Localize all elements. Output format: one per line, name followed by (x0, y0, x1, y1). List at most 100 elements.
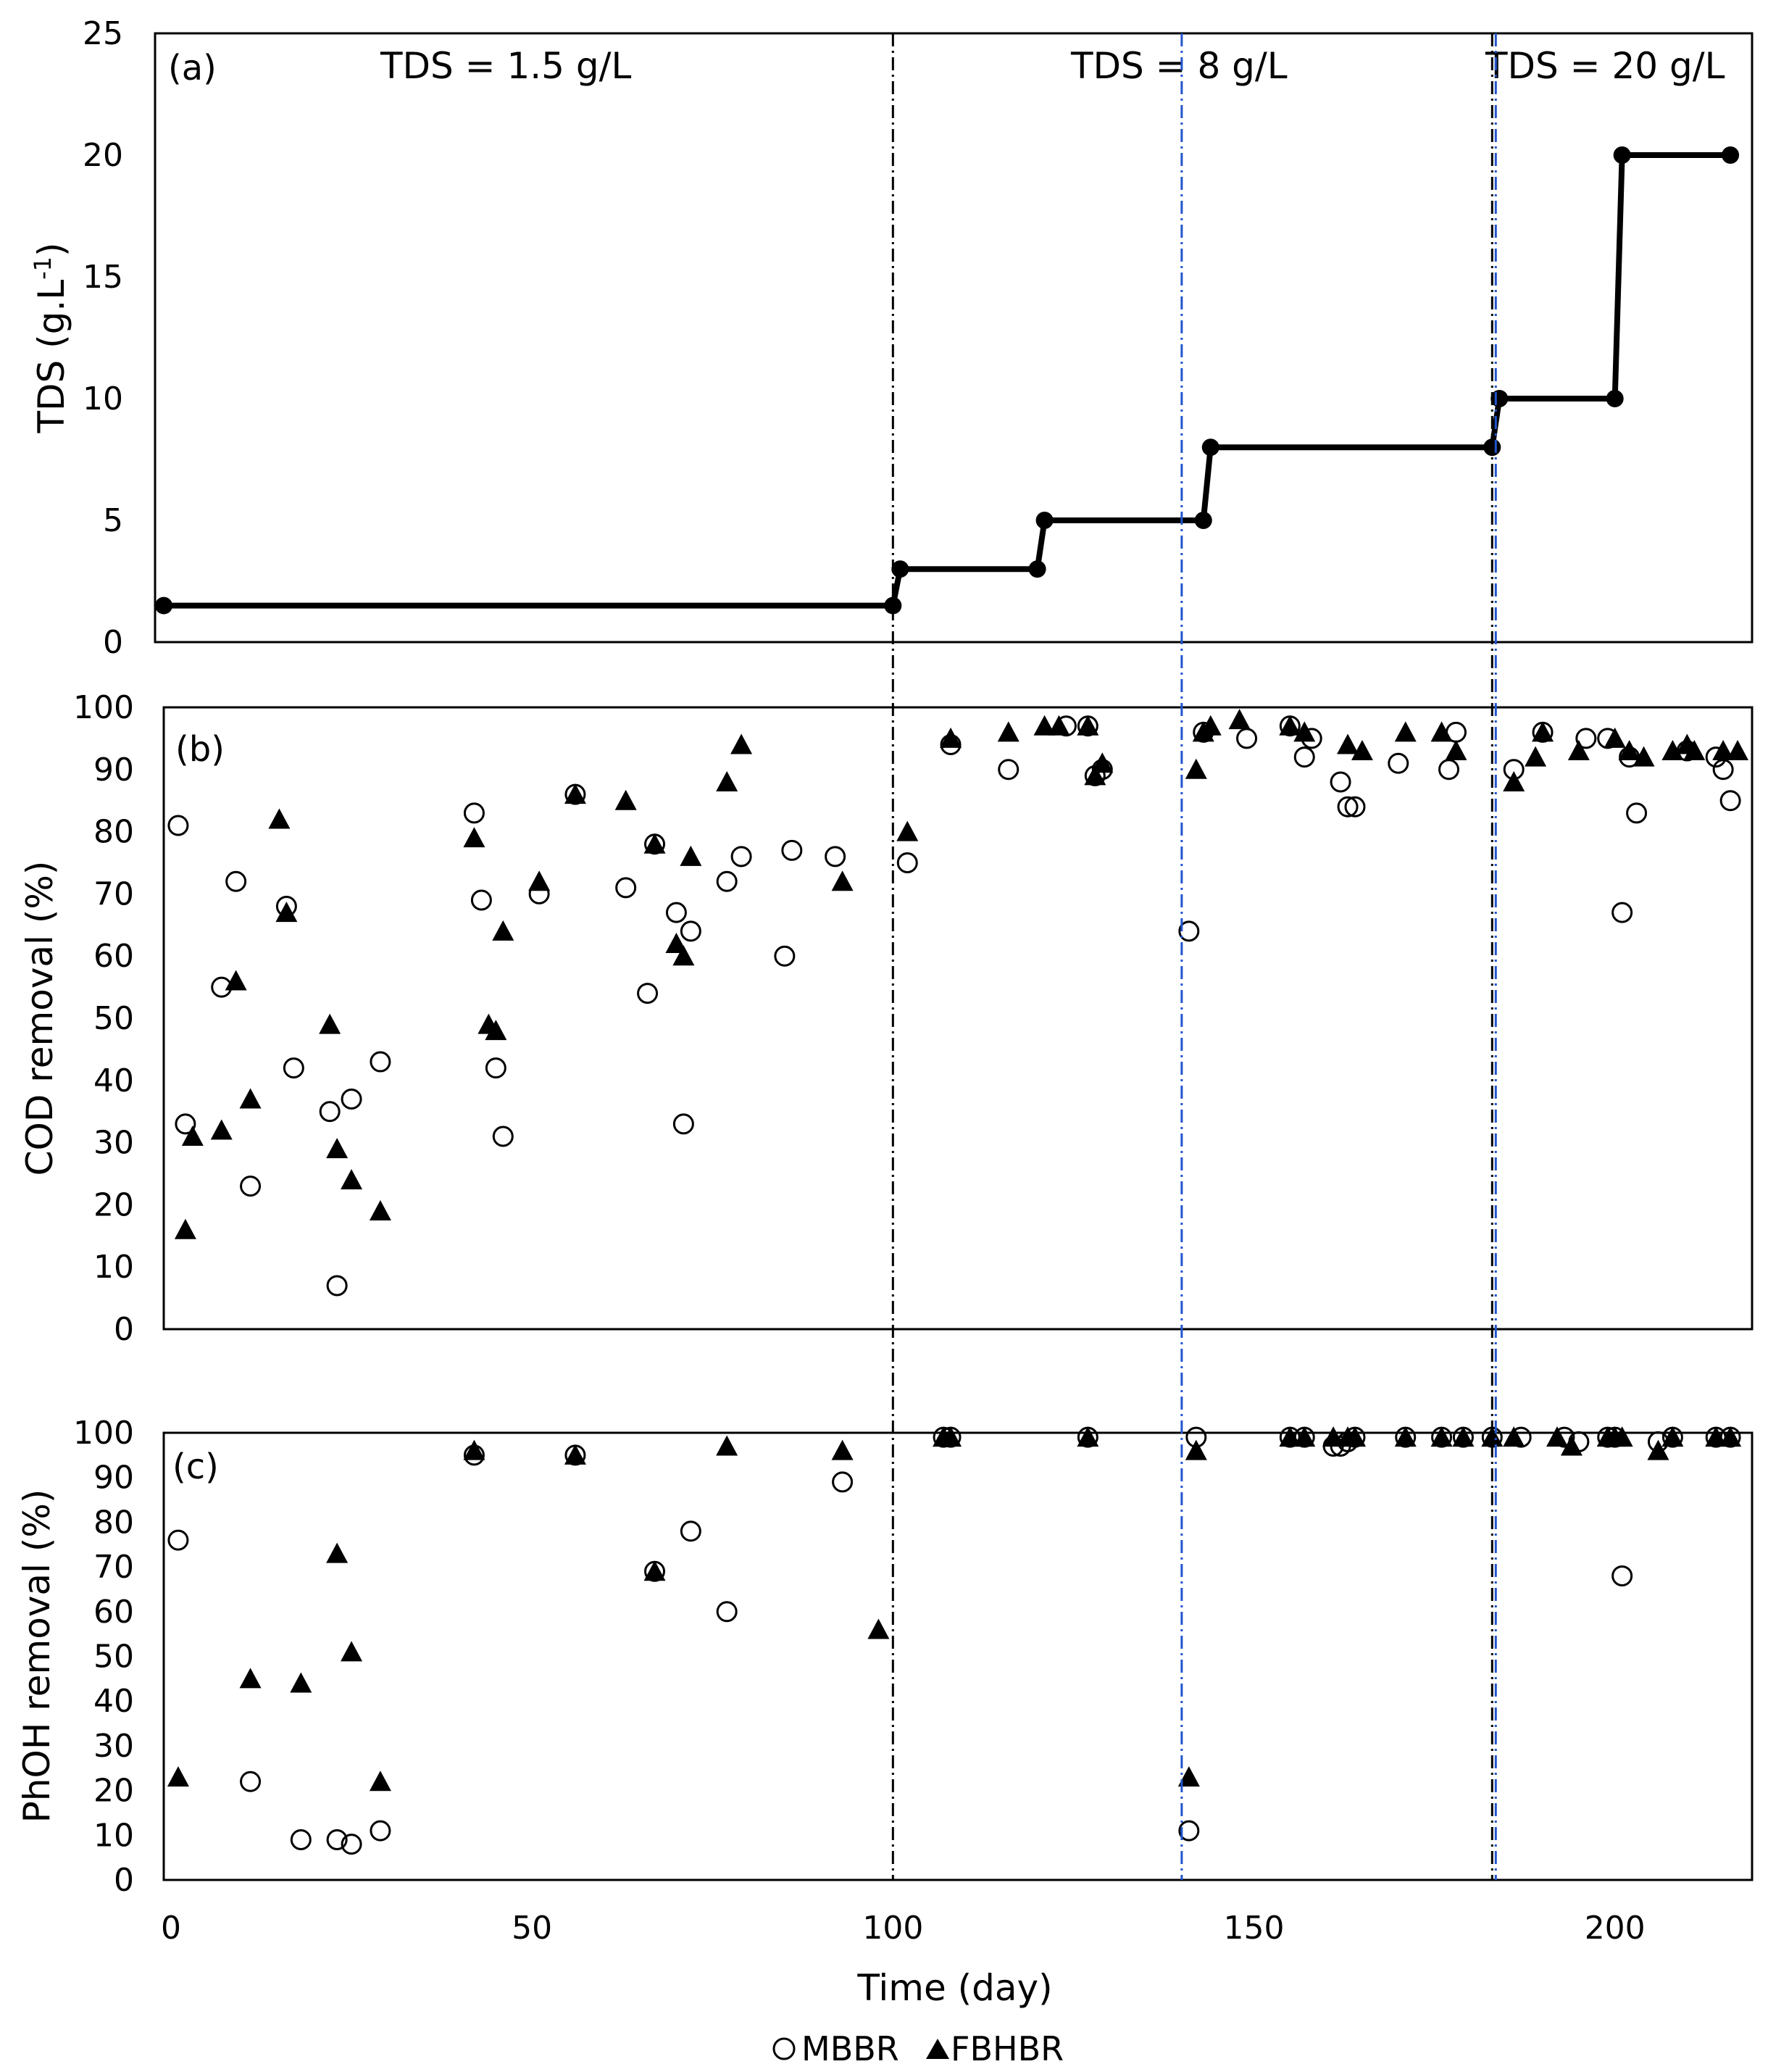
fbhbr-point (1091, 752, 1114, 773)
mbbr-point (1647, 1431, 1669, 1452)
mbbr-point (1597, 728, 1619, 749)
mbbr-point (1344, 796, 1366, 817)
panel-b-y-tick-label: 40 (93, 1062, 134, 1099)
panel-a-y-tick-label: 0 (103, 624, 123, 661)
x-tick-label: 100 (862, 1910, 923, 1947)
mbbr-point (1619, 746, 1640, 768)
mbbr-point (1626, 802, 1648, 824)
fbhbr-point (1532, 721, 1554, 742)
mbbr-point (275, 896, 297, 918)
fbhbr-point (1077, 1426, 1099, 1447)
fbhbr-point (1394, 1426, 1417, 1447)
panel-a-y-label: TDS (g.L-1) (29, 242, 72, 433)
tds-annotation-2: TDS = 8 g/L (1070, 45, 1288, 87)
panel-b-y-tick-label: 70 (93, 875, 134, 912)
mbbr-point (825, 846, 846, 868)
x-tick-label: 50 (512, 1910, 552, 1947)
fbhbr-point (643, 833, 666, 854)
mbbr-point (564, 1444, 586, 1466)
x-tick-label: 200 (1585, 1910, 1646, 1947)
legend-mbbr-marker (772, 2037, 796, 2060)
mbbr-point (1676, 740, 1698, 762)
panel-a-y-tick-label: 10 (83, 380, 123, 417)
mbbr-point (1388, 752, 1409, 774)
fbhbr-point (1185, 1439, 1207, 1460)
mbbr-point (326, 1828, 348, 1850)
mbbr-point (1178, 1820, 1200, 1842)
mbbr-point (1611, 1565, 1633, 1586)
tds-point (884, 596, 902, 615)
fbhbr-point (1337, 733, 1359, 754)
mbbr-point (1236, 728, 1258, 749)
mbbr-point (1438, 759, 1460, 781)
legend-fbhbr-label: FBHBR (951, 2029, 1064, 2068)
fbhbr-point (1727, 740, 1749, 761)
fbhbr-point (290, 1672, 312, 1693)
fbhbr-point (1077, 715, 1099, 736)
fbhbr-point (326, 1542, 349, 1563)
mbbr-point (1510, 1426, 1532, 1448)
panel-b-y-tick-label: 100 (73, 689, 134, 726)
fbhbr-point (716, 1435, 738, 1456)
mbbr-point (1705, 1426, 1727, 1448)
fbhbr-point (319, 1013, 341, 1034)
tds-point (1194, 512, 1212, 529)
fbhbr-point (665, 933, 688, 954)
mbbr-point (716, 870, 738, 892)
mbbr-point (290, 1828, 312, 1850)
x-axis-label: Time (day) (856, 1967, 1052, 2009)
tds-annotation-1: TDS = 1.5 g/L (380, 45, 631, 87)
fbhbr-point (463, 827, 485, 848)
panel-a-y-tick-label: 20 (83, 137, 123, 174)
fbhbr-point (940, 727, 962, 748)
panel-c-y-ticks: 0 10 20 30 40 50 60 70 80 90 100 (73, 1415, 134, 1899)
legend: MBBR FBHBR (772, 2029, 1064, 2068)
mbbr-point (175, 1113, 196, 1135)
panel-a-tds: 0 5 10 15 20 25 (a) TDS = 1.5 g/L TDS = 8 g/L… (29, 15, 1754, 661)
panel-c-x-ticks: 0 50 100 150 200 (161, 1910, 1646, 1947)
fbhbr-point (1228, 709, 1251, 730)
mbbr-point (1293, 1426, 1315, 1448)
mbbr-point (1193, 721, 1214, 743)
fbhbr-point (492, 920, 514, 941)
fbhbr-point (896, 820, 919, 841)
panel-a-series (155, 146, 1740, 615)
mbbr-point (470, 889, 492, 911)
panel-a-frame (154, 32, 1754, 644)
fbhbr-point (1481, 1426, 1504, 1447)
fbhbr-point (239, 1668, 262, 1689)
fbhbr-point (643, 1560, 666, 1581)
fbhbr-point (268, 808, 291, 829)
mbbr-point (615, 877, 637, 899)
mbbr-point (1301, 728, 1322, 749)
fbhbr-point (181, 1126, 204, 1147)
mbbr-point (1185, 1426, 1207, 1448)
mbbr-point (1084, 765, 1106, 786)
fbhbr-point (1185, 758, 1207, 779)
mbbr-point (1597, 1426, 1619, 1448)
tds-annotation-3: TDS = 20 g/L (1485, 45, 1725, 87)
fbhbr-point (1445, 740, 1467, 761)
fbhbr-point (369, 1771, 391, 1792)
mbbr-point (1568, 1431, 1590, 1452)
panel-a-y-tick-label: 5 (103, 502, 123, 539)
fbhbr-point (1604, 727, 1626, 748)
mbbr-point (1279, 715, 1301, 737)
panel-c-y-tick-label: 60 (93, 1594, 134, 1631)
mbbr-point (167, 815, 189, 836)
mbbr-point (680, 1520, 701, 1542)
mbbr-point (1293, 746, 1315, 768)
panel-c-y-tick-label: 30 (93, 1728, 134, 1765)
panel-a-y-ticks: 0 5 10 15 20 25 (83, 15, 123, 661)
mbbr-point (167, 1529, 189, 1551)
mbbr-point (781, 839, 803, 861)
fbhbr-point (564, 1444, 586, 1465)
panel-c-frame (162, 1431, 1754, 1881)
panel-b-y-tick-label: 0 (114, 1311, 134, 1348)
panel-b-cod: 0 10 20 30 40 50 60 70 80 90 100 (b) COD removal (… (19, 689, 1754, 1348)
fbhbr-point (275, 902, 298, 923)
fbhbr-point (174, 1218, 196, 1239)
fbhbr-point (1048, 715, 1070, 736)
